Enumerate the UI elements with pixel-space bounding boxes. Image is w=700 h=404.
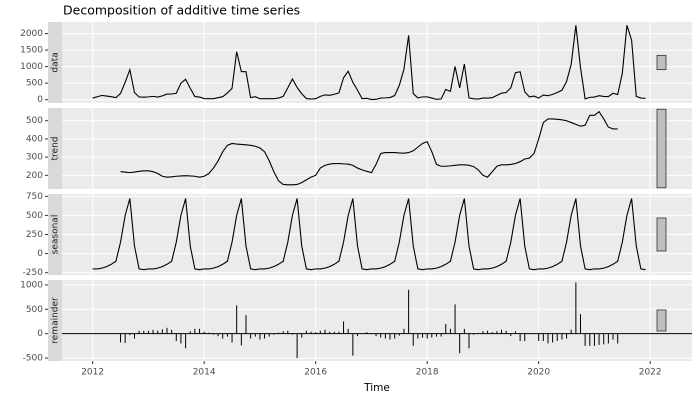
chart-title: Decomposition of additive time series — [63, 3, 300, 18]
strip-label: trend — [51, 137, 61, 161]
strip-background — [48, 22, 62, 103]
x-tick-label: 2012 — [81, 368, 104, 378]
strip-label: data — [51, 52, 61, 72]
panel-background — [62, 108, 692, 189]
y-tick-label: 0 — [37, 249, 43, 259]
strip-background — [48, 280, 62, 361]
y-tick-label: 500 — [26, 211, 43, 221]
strip-background — [48, 194, 62, 275]
y-tick-label: 1000 — [20, 280, 43, 290]
scale-bar — [656, 217, 667, 252]
series-line — [120, 110, 618, 186]
scale-bar — [656, 108, 667, 189]
y-tick-label: 200 — [26, 171, 43, 181]
y-tick-label: 250 — [26, 230, 43, 240]
x-tick-label: 2018 — [416, 368, 439, 378]
panel-background — [62, 280, 692, 361]
y-tick-label: 0 — [37, 329, 43, 339]
x-tick-label: 2020 — [527, 368, 550, 378]
y-tick-label: 500 — [26, 116, 43, 126]
y-tick-label: 750 — [26, 192, 43, 202]
scale-bar — [656, 54, 667, 71]
y-tick-label: -500 — [23, 354, 44, 364]
y-tick-label: 2000 — [20, 29, 43, 39]
x-tick-label: 2022 — [639, 368, 662, 378]
x-tick-label: 2016 — [304, 368, 327, 378]
y-tick-label: 500 — [26, 79, 43, 89]
panel-background — [62, 22, 692, 103]
y-tick-label: -250 — [23, 268, 44, 278]
scale-bar — [656, 309, 667, 332]
y-tick-label: 400 — [26, 134, 43, 144]
series-line — [92, 25, 646, 101]
x-tick-label: 2014 — [193, 368, 216, 378]
y-tick-label: 300 — [26, 153, 43, 163]
y-tick-label: 500 — [26, 305, 43, 315]
y-tick-label: 1000 — [20, 62, 43, 72]
strip-background — [48, 108, 62, 189]
strip-label: remainder — [51, 297, 61, 344]
y-tick-label: 1500 — [20, 46, 43, 56]
y-tick-label: 0 — [37, 95, 43, 105]
strip-label: seasonal — [51, 215, 61, 255]
series-line — [92, 198, 646, 271]
x-axis-label: Time — [363, 382, 390, 394]
